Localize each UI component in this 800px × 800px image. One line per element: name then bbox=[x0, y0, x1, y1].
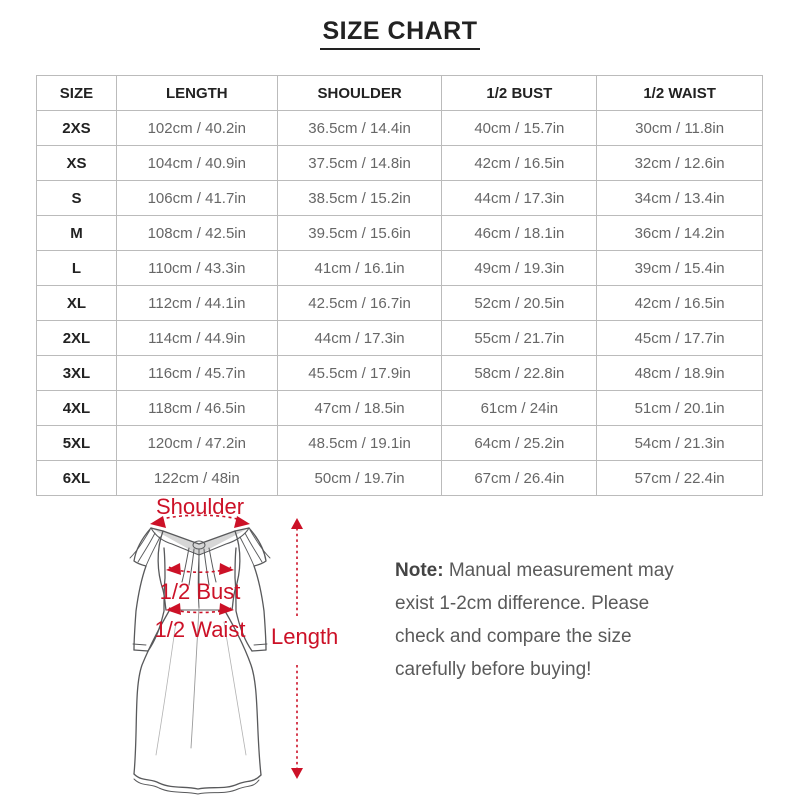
svg-text:Length: Length bbox=[271, 624, 338, 649]
svg-text:1/2 Bust: 1/2 Bust bbox=[160, 579, 241, 604]
svg-text:1/2 Waist: 1/2 Waist bbox=[155, 617, 246, 642]
